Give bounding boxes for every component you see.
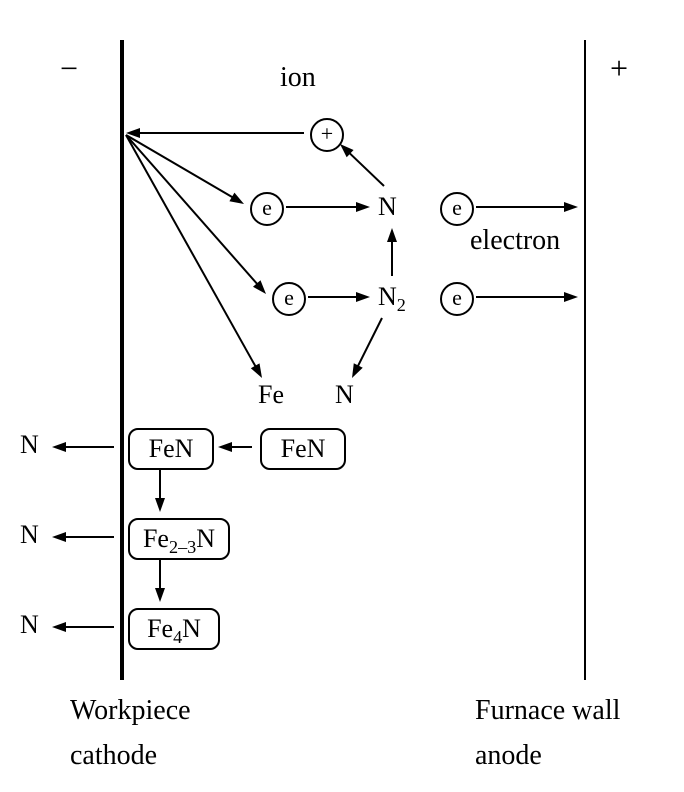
electron-right-2: e (440, 282, 474, 316)
e2-to-N2-head (356, 292, 370, 302)
eR2-to-anode-head (564, 292, 578, 302)
FeNgas-to-surf-head (218, 442, 232, 452)
FeNsurf-to-Fe23N-head (155, 498, 165, 512)
ion-plus-circle: + (310, 118, 344, 152)
furnace-label: Furnace wall (475, 695, 620, 727)
cathode-to-Fe (126, 135, 258, 371)
n-free-label: N (335, 380, 354, 410)
fen-gas-box: FeN (260, 428, 346, 470)
e1-to-N-head (356, 202, 370, 212)
electron-circle-2: e (272, 282, 306, 316)
electron-label: electron (470, 225, 560, 257)
fe23n-box: Fe2–3N (128, 518, 230, 560)
electron-right-1: e (440, 192, 474, 226)
anode-label: anode (475, 740, 542, 772)
fe-free-label: Fe (258, 380, 284, 410)
plus-sign: + (610, 50, 628, 87)
N-out-2-head (52, 532, 66, 542)
cathode-to-Fe-head (251, 363, 262, 378)
fen-surface-box: FeN (128, 428, 214, 470)
cathode-label: cathode (70, 740, 157, 772)
eR1-to-anode-head (564, 202, 578, 212)
N-out-3-head (52, 622, 66, 632)
Fe23N-to-Fe4N-head (155, 588, 165, 602)
N2-to-Nfree (356, 318, 382, 370)
fe4n-box: Fe4N (128, 608, 220, 650)
workpiece-label: Workpiece (70, 695, 191, 727)
n-out-1-label: N (20, 430, 39, 460)
N2-to-Nfree-head (352, 363, 363, 378)
n-out-2-label: N (20, 520, 39, 550)
n2-label: N2 (378, 282, 406, 316)
n-out-3-label: N (20, 610, 39, 640)
ion-label: ion (280, 62, 316, 94)
N-out-1-head (52, 442, 66, 452)
n-upper-label: N (378, 192, 397, 222)
N2-to-Nupper-head (387, 228, 397, 242)
minus-sign: − (60, 50, 78, 87)
cathode-to-e1 (126, 135, 237, 200)
cathode-to-e1-head (229, 193, 244, 204)
Nupper-to-ion (346, 150, 384, 186)
electron-circle-1: e (250, 192, 284, 226)
cathode-to-e2 (126, 135, 260, 288)
diagram-stage: − + ion electron Workpiece cathode Furna… (0, 0, 684, 792)
